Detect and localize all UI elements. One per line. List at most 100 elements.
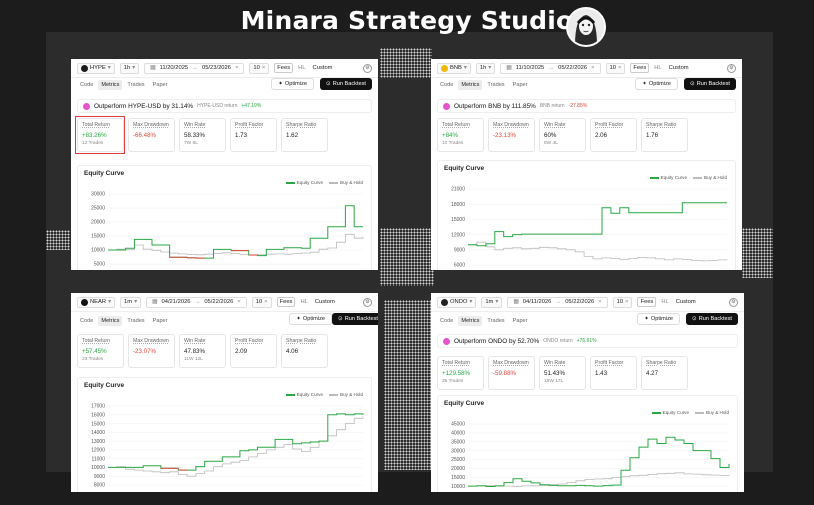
settings-icon[interactable]: ⚙ <box>727 63 736 73</box>
end-date: 05/22/2026 <box>204 299 234 305</box>
tab-code[interactable]: Code <box>80 82 94 88</box>
play-icon: ⊙ <box>326 81 331 87</box>
run-backtest-button[interactable]: ⊙ Run Backtest <box>320 78 372 90</box>
hl-option[interactable]: HL <box>298 65 306 71</box>
tab-code[interactable]: Code <box>440 82 454 88</box>
settings-icon[interactable]: ⚙ <box>729 297 738 307</box>
leverage-input[interactable]: 10 × <box>605 62 626 74</box>
fees-option[interactable]: Fees <box>637 297 657 307</box>
run-backtest-button[interactable]: ⊙ Run Backtest <box>684 78 736 90</box>
optimize-button[interactable]: ✦ Optimize <box>637 313 680 325</box>
tab-paper[interactable]: Paper <box>512 82 528 88</box>
custom-option[interactable]: Custom <box>675 299 696 305</box>
metric-value: 4.06 <box>286 348 299 355</box>
tab-trades[interactable]: Trades <box>127 318 145 324</box>
asset-selector[interactable]: ONDO ▾ <box>437 296 477 308</box>
hl-option[interactable]: HL <box>300 299 308 305</box>
asset-selector[interactable]: HYPE ▾ <box>77 62 115 74</box>
fees-option[interactable]: Fees <box>630 63 650 73</box>
optimize-button[interactable]: ✦ Optimize <box>289 313 332 325</box>
tab-trades[interactable]: Trades <box>127 82 145 88</box>
interval-selector[interactable]: 1h ▾ <box>475 62 496 74</box>
avatar <box>566 7 606 47</box>
y-tick-label: 10000 <box>451 484 465 490</box>
optimize-button[interactable]: ✦ Optimize <box>271 78 314 90</box>
chevron-down-icon: ▾ <box>488 65 492 71</box>
fee-mode-toggle: Fees HL Custom <box>630 63 690 73</box>
hl-option[interactable]: HL <box>661 299 669 305</box>
start-date: 04/21/2026 <box>161 299 191 305</box>
asset-selector[interactable]: NEAR ▾ <box>77 296 116 308</box>
run-backtest-label: Run Backtest <box>332 81 366 87</box>
run-backtest-label: Run Backtest <box>696 81 730 87</box>
date-range-picker[interactable]: ▦ 04/11/2026 → 05/22/2026 × <box>507 296 608 308</box>
y-tick-label: 40000 <box>451 431 465 437</box>
tab-metrics[interactable]: Metrics <box>458 316 483 326</box>
tab-metrics[interactable]: Metrics <box>98 316 123 326</box>
view-tabs: Code Metrics Trades Paper <box>437 80 531 90</box>
run-backtest-button[interactable]: ⊙ Run Backtest <box>686 313 738 325</box>
chevron-down-icon: ▾ <box>495 299 499 305</box>
hl-option[interactable]: HL <box>654 65 662 71</box>
metric-label: Max Drawdown <box>133 338 169 344</box>
tab-metrics[interactable]: Metrics <box>98 80 123 90</box>
legend-equity-label: Equity Curve <box>662 410 690 415</box>
metric-sub: 10 Trades <box>442 141 464 146</box>
y-tick-label: 25000 <box>91 206 105 212</box>
strategy-panel-hype: HYPE ▾ 1h ▾ ▦ 11/20/2025 → 05/23/2026 × 10 × Fees HL… <box>71 59 378 270</box>
start-date: 04/11/2026 <box>522 299 552 305</box>
metric-card-profit-factor: Profit Factor 1.73 <box>230 118 277 152</box>
clear-icon[interactable]: × <box>591 65 595 71</box>
settings-icon[interactable]: ⚙ <box>363 297 372 307</box>
settings-icon[interactable]: ⚙ <box>363 63 372 73</box>
tab-metrics[interactable]: Metrics <box>458 80 483 90</box>
interval-selector[interactable]: 1m ▾ <box>481 296 503 308</box>
interval-selector[interactable]: 1m ▾ <box>120 296 142 308</box>
clear-icon[interactable]: × <box>598 299 602 305</box>
leverage-input[interactable]: 10 × <box>612 296 633 308</box>
tab-trades[interactable]: Trades <box>487 82 505 88</box>
metric-card-max-drawdown: Max Drawdown -59.88% <box>488 356 535 390</box>
clear-icon[interactable]: × <box>617 65 622 71</box>
metric-label: Total Return <box>82 338 110 344</box>
metric-sub: 12 Trades <box>82 141 104 146</box>
equity-curve-title: Equity Curve <box>84 382 125 389</box>
date-range-picker[interactable]: ▦ 11/20/2025 → 05/23/2026 × <box>144 62 245 74</box>
fees-option[interactable]: Fees <box>274 63 294 73</box>
metric-card-max-drawdown: Max Drawdown -23.07% <box>128 334 175 368</box>
custom-option[interactable]: Custom <box>668 65 689 71</box>
custom-option[interactable]: Custom <box>312 65 333 71</box>
y-tick-label: 10000 <box>91 248 105 254</box>
asset-selector[interactable]: BNB ▾ <box>437 62 471 74</box>
tab-paper[interactable]: Paper <box>152 318 168 324</box>
equity-curve-line <box>108 413 364 471</box>
tab-paper[interactable]: Paper <box>512 318 528 324</box>
run-backtest-button[interactable]: ⊙ Run Backtest <box>332 313 378 325</box>
clear-icon[interactable]: × <box>234 65 239 71</box>
custom-option[interactable]: Custom <box>314 299 335 305</box>
tab-code[interactable]: Code <box>80 318 94 324</box>
fees-option[interactable]: Fees <box>276 297 296 307</box>
leverage-input[interactable]: 10 × <box>249 62 270 74</box>
clear-icon[interactable]: × <box>237 299 241 305</box>
clear-icon[interactable]: × <box>625 299 629 305</box>
date-range-picker[interactable]: ▦ 04/21/2026 → 05/22/2026 × <box>146 296 247 308</box>
outperform-text: Outperform ONDO by 52.70% <box>454 337 540 345</box>
equity-chart: 17000 16000 15000 14000 13000 12000 11000 10000… <box>91 404 364 489</box>
clear-icon[interactable]: × <box>264 299 268 305</box>
interval-selector[interactable]: 1h ▾ <box>119 62 140 74</box>
metric-value: 58.33% <box>184 132 205 139</box>
outperform-banner: Outperform BNB by 111.85% BNB return -27.8… <box>437 99 736 113</box>
clear-icon[interactable]: × <box>261 65 266 71</box>
optimize-button[interactable]: ✦ Optimize <box>635 78 678 90</box>
tab-code[interactable]: Code <box>440 318 454 324</box>
y-tick-label: 20000 <box>451 466 465 472</box>
date-range-picker[interactable]: ▦ 11/10/2025 → 05/22/2026 × <box>500 62 601 74</box>
y-tick-label: 16000 <box>91 412 105 418</box>
leverage-input[interactable]: 10 × <box>251 296 272 308</box>
y-tick-label: 17000 <box>91 404 105 410</box>
y-tick-label: 14000 <box>91 430 105 436</box>
tab-paper[interactable]: Paper <box>152 82 168 88</box>
tab-trades[interactable]: Trades <box>487 318 505 324</box>
